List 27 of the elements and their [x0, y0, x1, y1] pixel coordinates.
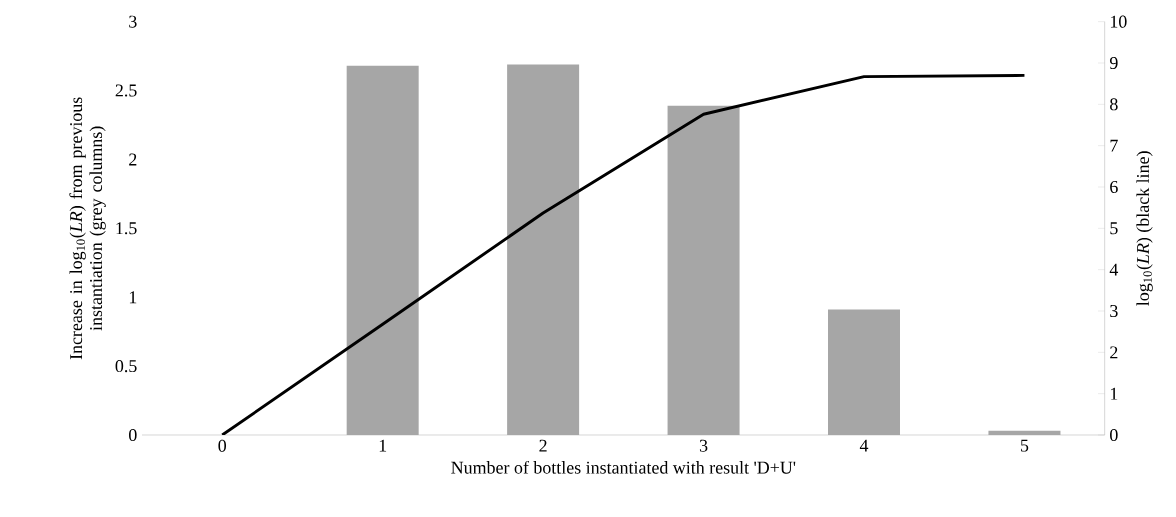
y-tick-label: 1 [129, 291, 137, 304]
x-tick-label: 2 [539, 439, 547, 452]
x-axis-title: Number of bottles instantiated with result 'D+U' [451, 460, 796, 474]
y2-tick-label: 8 [1110, 98, 1118, 111]
y2-tick-label: 0 [1110, 428, 1118, 442]
x-tick-label: 0 [218, 439, 227, 452]
y2-tick-label: 6 [1110, 180, 1118, 194]
y-tick-label: 3 [129, 15, 137, 28]
x-tick-label: 3 [699, 439, 708, 452]
x-tick-label: 1 [379, 439, 387, 452]
y2-tick-label: 3 [1110, 304, 1118, 318]
y2-tick-label: 4 [1109, 263, 1119, 276]
y-tick-label: 2.5 [115, 84, 137, 97]
y-tick-label: 2 [129, 153, 137, 166]
y2-tick-label: 9 [1109, 56, 1118, 70]
y-tick-label: 0.5 [115, 360, 137, 373]
y2-tick-label: 7 [1110, 139, 1118, 152]
y-tick-label: 0 [129, 428, 137, 442]
y2-axis-title: log$_{10}$(LR) (black line) [1136, 151, 1153, 306]
y2-tick-label: 10 [1110, 15, 1127, 28]
x-tick-label: 5 [1021, 439, 1029, 452]
y2-tick-label: 5 [1110, 222, 1118, 235]
line-series [220, 73, 1026, 435]
x-tick-label: 4 [859, 439, 869, 452]
y-tick-label: 1.5 [116, 222, 137, 235]
y2-tick-label: 2 [1110, 346, 1118, 359]
y2-tick-label: 1 [1110, 387, 1118, 400]
